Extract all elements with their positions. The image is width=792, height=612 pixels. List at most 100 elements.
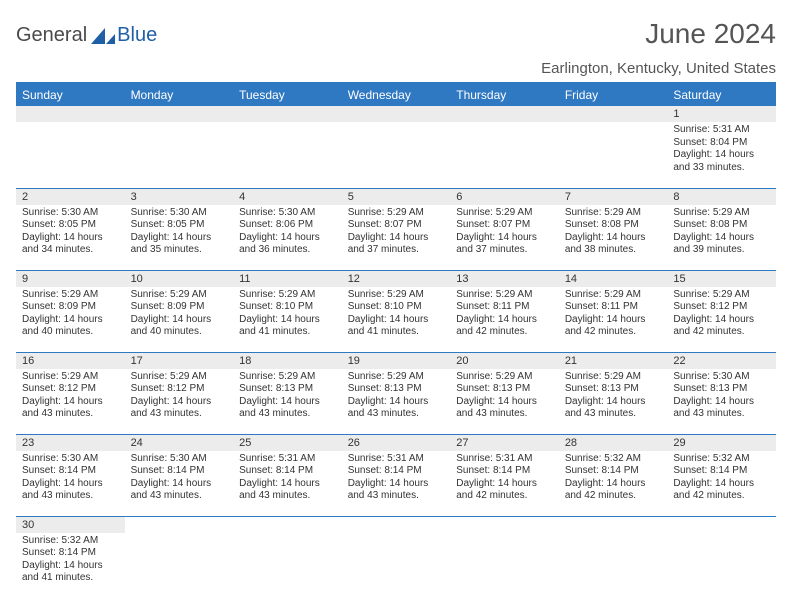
calendar-day-cell: 22Sunrise: 5:30 AMSunset: 8:13 PMDayligh… xyxy=(667,352,776,434)
empty-day-bar xyxy=(342,106,451,122)
sunrise-line: Sunrise: 5:29 AM xyxy=(22,289,119,302)
daylight-line: Daylight: 14 hours and 42 minutes. xyxy=(673,314,770,339)
daylight-line: Daylight: 14 hours and 43 minutes. xyxy=(565,396,662,421)
sunrise-line: Sunrise: 5:29 AM xyxy=(348,207,445,220)
sunset-line: Sunset: 8:14 PM xyxy=(131,465,228,478)
day-number: 25 xyxy=(233,435,342,451)
sunrise-line: Sunrise: 5:32 AM xyxy=(22,535,119,548)
calendar-week-row: 2Sunrise: 5:30 AMSunset: 8:05 PMDaylight… xyxy=(16,188,776,270)
empty-day-bar xyxy=(450,106,559,122)
sunset-line: Sunset: 8:05 PM xyxy=(22,219,119,232)
day-details: Sunrise: 5:30 AMSunset: 8:05 PMDaylight:… xyxy=(16,205,125,261)
page-header: General Blue June 2024 xyxy=(16,18,776,52)
sunset-line: Sunset: 8:10 PM xyxy=(348,301,445,314)
calendar-empty-cell xyxy=(559,516,668,598)
day-number: 15 xyxy=(667,271,776,287)
sunset-line: Sunset: 8:12 PM xyxy=(131,383,228,396)
day-details: Sunrise: 5:29 AMSunset: 8:07 PMDaylight:… xyxy=(450,205,559,261)
day-number: 4 xyxy=(233,189,342,205)
sunset-line: Sunset: 8:13 PM xyxy=(673,383,770,396)
sunset-line: Sunset: 8:11 PM xyxy=(565,301,662,314)
day-details: Sunrise: 5:29 AMSunset: 8:09 PMDaylight:… xyxy=(16,287,125,343)
sunset-line: Sunset: 8:14 PM xyxy=(348,465,445,478)
sunset-line: Sunset: 8:12 PM xyxy=(22,383,119,396)
day-number: 22 xyxy=(667,353,776,369)
daylight-line: Daylight: 14 hours and 41 minutes. xyxy=(22,560,119,585)
sunset-line: Sunset: 8:14 PM xyxy=(565,465,662,478)
calendar-day-cell: 13Sunrise: 5:29 AMSunset: 8:11 PMDayligh… xyxy=(450,270,559,352)
calendar-day-cell: 29Sunrise: 5:32 AMSunset: 8:14 PMDayligh… xyxy=(667,434,776,516)
calendar-week-row: 16Sunrise: 5:29 AMSunset: 8:12 PMDayligh… xyxy=(16,352,776,434)
daylight-line: Daylight: 14 hours and 43 minutes. xyxy=(456,396,553,421)
sunrise-line: Sunrise: 5:32 AM xyxy=(565,453,662,466)
sunrise-line: Sunrise: 5:30 AM xyxy=(22,207,119,220)
day-details: Sunrise: 5:29 AMSunset: 8:08 PMDaylight:… xyxy=(559,205,668,261)
calendar-day-cell: 7Sunrise: 5:29 AMSunset: 8:08 PMDaylight… xyxy=(559,188,668,270)
day-details: Sunrise: 5:30 AMSunset: 8:14 PMDaylight:… xyxy=(16,451,125,507)
sunrise-line: Sunrise: 5:29 AM xyxy=(348,371,445,384)
daylight-line: Daylight: 14 hours and 40 minutes. xyxy=(22,314,119,339)
day-number: 18 xyxy=(233,353,342,369)
daylight-line: Daylight: 14 hours and 39 minutes. xyxy=(673,232,770,257)
sunrise-line: Sunrise: 5:32 AM xyxy=(673,453,770,466)
calendar-day-cell: 5 Sunrise: 5:29 AMSunset: 8:07 PMDaylight… xyxy=(342,188,451,270)
day-number: 1 xyxy=(667,106,776,122)
daylight-line: Daylight: 14 hours and 38 minutes. xyxy=(565,232,662,257)
day-number: 24 xyxy=(125,435,234,451)
location-row: Earlington, Kentucky, United States xyxy=(16,60,776,84)
sunset-line: Sunset: 8:06 PM xyxy=(239,219,336,232)
daylight-line: Daylight: 14 hours and 43 minutes. xyxy=(239,478,336,503)
daylight-line: Daylight: 14 hours and 37 minutes. xyxy=(348,232,445,257)
calendar-empty-cell xyxy=(450,516,559,598)
weekday-header-row: SundayMondayTuesdayWednesdayThursdayFrid… xyxy=(16,84,776,106)
day-number: 17 xyxy=(125,353,234,369)
calendar-week-row: 30Sunrise: 5:32 AMSunset: 8:14 PMDayligh… xyxy=(16,516,776,598)
day-number: 13 xyxy=(450,271,559,287)
sunset-line: Sunset: 8:07 PM xyxy=(456,219,553,232)
daylight-line: Daylight: 14 hours and 41 minutes. xyxy=(348,314,445,339)
day-details: Sunrise: 5:31 AMSunset: 8:14 PMDaylight:… xyxy=(342,451,451,507)
calendar-day-cell: 10Sunrise: 5:29 AMSunset: 8:09 PMDayligh… xyxy=(125,270,234,352)
day-number: 30 xyxy=(16,517,125,533)
daylight-line: Daylight: 14 hours and 42 minutes. xyxy=(565,314,662,339)
calendar-empty-cell xyxy=(233,516,342,598)
calendar-day-cell: 27Sunrise: 5:31 AMSunset: 8:14 PMDayligh… xyxy=(450,434,559,516)
day-number: 16 xyxy=(16,353,125,369)
sunset-line: Sunset: 8:14 PM xyxy=(239,465,336,478)
sunset-line: Sunset: 8:07 PM xyxy=(348,219,445,232)
day-details: Sunrise: 5:32 AMSunset: 8:14 PMDaylight:… xyxy=(16,533,125,589)
day-details: Sunrise: 5:31 AMSunset: 8:04 PMDaylight:… xyxy=(667,122,776,178)
calendar-empty-cell xyxy=(342,516,451,598)
day-details: Sunrise: 5:30 AMSunset: 8:13 PMDaylight:… xyxy=(667,369,776,425)
calendar-day-cell: 16Sunrise: 5:29 AMSunset: 8:12 PMDayligh… xyxy=(16,352,125,434)
day-details: Sunrise: 5:29 AMSunset: 8:11 PMDaylight:… xyxy=(450,287,559,343)
day-number: 5 xyxy=(342,189,451,205)
day-number: 8 xyxy=(667,189,776,205)
sunset-line: Sunset: 8:13 PM xyxy=(565,383,662,396)
sunrise-line: Sunrise: 5:31 AM xyxy=(456,453,553,466)
day-number: 9 xyxy=(16,271,125,287)
sunrise-line: Sunrise: 5:29 AM xyxy=(131,289,228,302)
sail-icon xyxy=(91,28,115,44)
day-number: 12 xyxy=(342,271,451,287)
calendar-day-cell: 12Sunrise: 5:29 AMSunset: 8:10 PMDayligh… xyxy=(342,270,451,352)
day-details: Sunrise: 5:32 AMSunset: 8:14 PMDaylight:… xyxy=(667,451,776,507)
weekday-header: Monday xyxy=(125,84,234,106)
day-details: Sunrise: 5:29 AMSunset: 8:10 PMDaylight:… xyxy=(233,287,342,343)
sunrise-line: Sunrise: 5:29 AM xyxy=(131,371,228,384)
calendar-empty-cell xyxy=(125,106,234,188)
daylight-line: Daylight: 14 hours and 42 minutes. xyxy=(565,478,662,503)
day-details: Sunrise: 5:29 AMSunset: 8:11 PMDaylight:… xyxy=(559,287,668,343)
sunset-line: Sunset: 8:13 PM xyxy=(456,383,553,396)
day-number: 11 xyxy=(233,271,342,287)
day-number: 21 xyxy=(559,353,668,369)
sunset-line: Sunset: 8:08 PM xyxy=(673,219,770,232)
sunrise-line: Sunrise: 5:30 AM xyxy=(131,453,228,466)
calendar-day-cell: 23Sunrise: 5:30 AMSunset: 8:14 PMDayligh… xyxy=(16,434,125,516)
sunrise-line: Sunrise: 5:29 AM xyxy=(239,371,336,384)
daylight-line: Daylight: 14 hours and 37 minutes. xyxy=(456,232,553,257)
day-details: Sunrise: 5:29 AMSunset: 8:13 PMDaylight:… xyxy=(233,369,342,425)
day-number: 7 xyxy=(559,189,668,205)
sunset-line: Sunset: 8:09 PM xyxy=(131,301,228,314)
calendar-empty-cell xyxy=(233,106,342,188)
